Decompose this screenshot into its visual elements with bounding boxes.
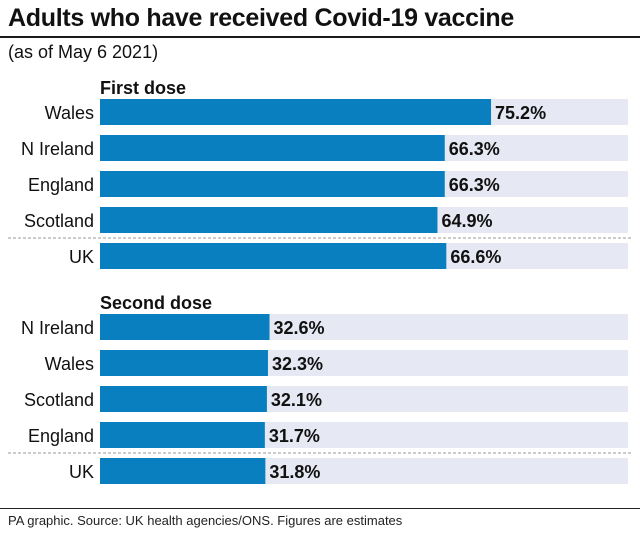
title-divider xyxy=(0,36,640,38)
second-dose-category-label: Wales xyxy=(45,354,94,374)
first-dose-bar-wales xyxy=(100,99,492,125)
second-dose-category-label: N Ireland xyxy=(21,318,94,338)
first-dose-category-label: Scotland xyxy=(24,211,94,231)
vaccine-bar-chart: First dose Wales 75.2% N Ireland 66.3% Englan… xyxy=(8,78,632,484)
second-dose-panel-title: Second dose xyxy=(100,293,212,313)
first-dose-value-label: 66.3% xyxy=(449,175,500,195)
first-dose-value-label: 75.2% xyxy=(495,103,546,123)
footer-divider xyxy=(0,508,640,509)
first-dose-category-label: N Ireland xyxy=(21,139,94,159)
second-dose-category-label: UK xyxy=(69,462,94,482)
first-dose-bar-scotland xyxy=(100,207,438,233)
second-dose-bar-uk xyxy=(100,458,266,484)
second-dose-value-label: 32.1% xyxy=(271,390,322,410)
first-dose-category-label: UK xyxy=(69,247,94,267)
first-dose-category-label: Wales xyxy=(45,103,94,123)
source-note: PA graphic. Source: UK health agencies/O… xyxy=(8,513,403,528)
first-dose-value-label: 64.9% xyxy=(441,211,492,231)
second-dose-value-label: 32.6% xyxy=(274,318,325,338)
second-dose-bar-wales xyxy=(100,350,268,376)
first-dose-value-label: 66.3% xyxy=(449,139,500,159)
first-dose-category-label: England xyxy=(28,175,94,195)
second-dose-bar-england xyxy=(100,422,265,448)
chart-subtitle: (as of May 6 2021) xyxy=(8,42,159,62)
second-dose-value-label: 31.7% xyxy=(269,426,320,446)
first-dose-value-label: 66.6% xyxy=(450,247,501,267)
first-dose-bar-uk xyxy=(100,243,447,269)
first-dose-panel-title: First dose xyxy=(100,78,186,98)
chart-title: Adults who have received Covid-19 vaccin… xyxy=(8,4,514,32)
second-dose-category-label: England xyxy=(28,426,94,446)
second-dose-bar-scotland xyxy=(100,386,267,412)
second-dose-category-label: Scotland xyxy=(24,390,94,410)
second-dose-value-label: 32.3% xyxy=(272,354,323,374)
first-dose-bar-n-ireland xyxy=(100,135,445,161)
second-dose-value-label: 31.8% xyxy=(269,462,320,482)
second-dose-bar-n-ireland xyxy=(100,314,270,340)
first-dose-bar-england xyxy=(100,171,445,197)
